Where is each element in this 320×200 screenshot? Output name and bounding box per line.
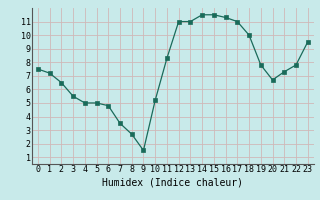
X-axis label: Humidex (Indice chaleur): Humidex (Indice chaleur) [102, 177, 243, 187]
